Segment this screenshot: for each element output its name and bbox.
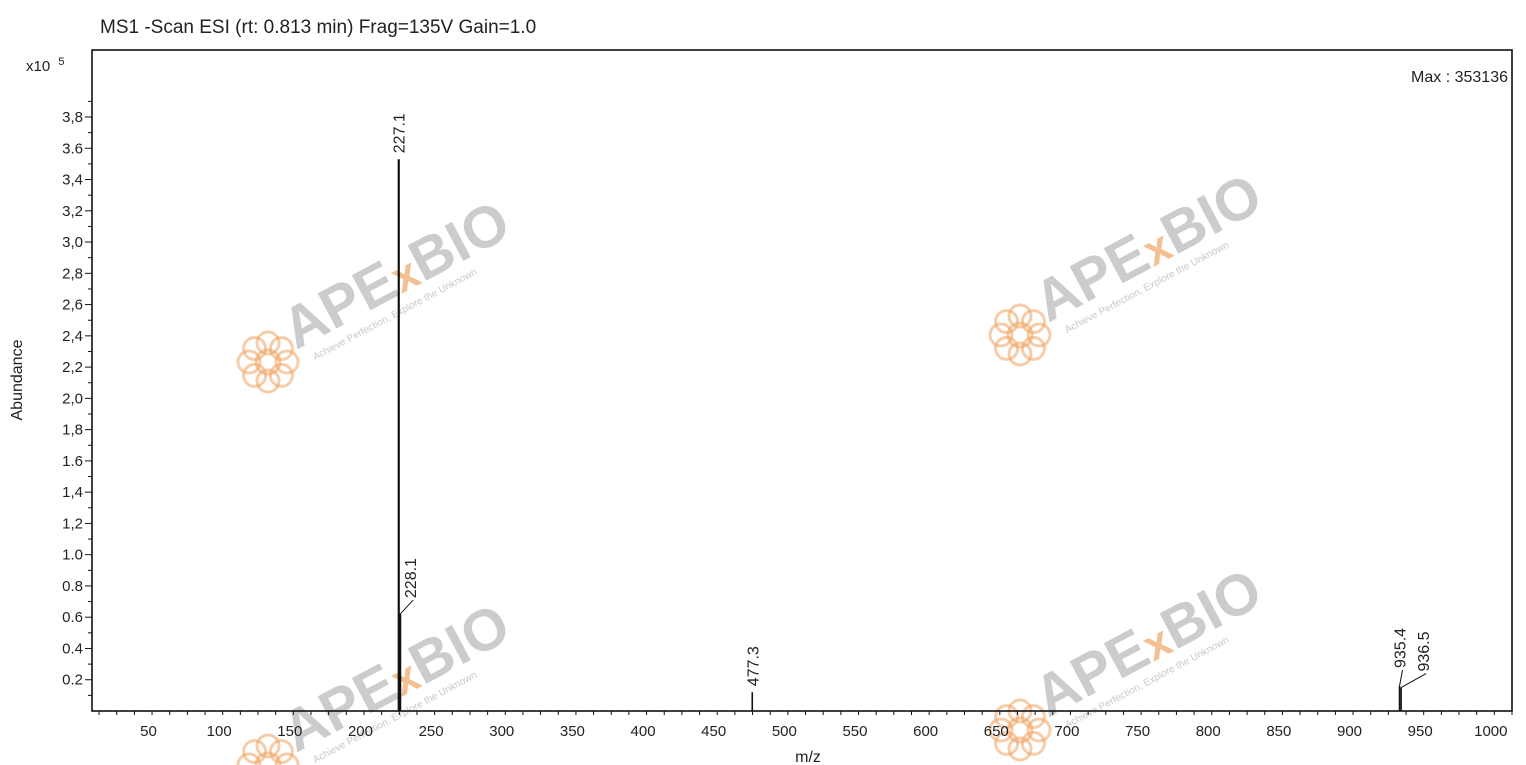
y-tick-label: 2,8 <box>62 265 83 282</box>
x-axis-title: m/z <box>795 749 821 765</box>
peak-label: 936.5 <box>1416 631 1433 671</box>
x-tick-label: 200 <box>348 723 373 740</box>
watermark-wordmark: APExBIO <box>1024 161 1272 334</box>
y-axis: 0.2 0.4 0.6 0.8 1.0 1,2 1,4 1.6 1,8 2,0 2,2 2,4 2,6 2… <box>62 100 92 696</box>
y-tick-label: 3,4 <box>62 172 83 189</box>
y-tick-label: 2,6 <box>62 297 83 314</box>
peaks-layer: 227.1 228.1 477.3 935.4 936.5 <box>392 113 1433 711</box>
y-tick-label: 3,2 <box>62 203 83 220</box>
x-tick-label: 900 <box>1337 723 1362 740</box>
watermark-wordmark: APExBIO <box>272 188 520 361</box>
x-tick-label: 850 <box>1266 723 1291 740</box>
watermark-wordmark: APExBIO <box>1024 556 1272 729</box>
x-tick-label: 1000 <box>1474 723 1507 740</box>
x-tick-label: 400 <box>631 723 656 740</box>
watermark-wordmark: APExBIO <box>272 591 520 764</box>
y-tick-label: 1,2 <box>62 515 83 532</box>
x-tick-label: 250 <box>419 723 444 740</box>
y-tick-label: 1,8 <box>62 422 83 439</box>
peak-label: 228.1 <box>403 558 420 598</box>
plot-frame <box>91 49 1513 712</box>
max-abundance-label: Max : 353136 <box>1411 69 1508 86</box>
x-tick-label: 800 <box>1196 723 1221 740</box>
x-tick-label: 100 <box>207 723 232 740</box>
y-tick-label: 2,2 <box>62 359 83 376</box>
peak-leader-line <box>399 599 414 615</box>
y-tick-label: 0.6 <box>62 609 83 626</box>
y-tick-label: 1,4 <box>62 484 83 501</box>
y-tick-label: 0.2 <box>62 672 83 689</box>
x-tick-label: 650 <box>984 723 1009 740</box>
chart-title: MS1 -Scan ESI (rt: 0.813 min) Frag=135V … <box>100 17 537 38</box>
peak-leader-line <box>1399 669 1404 687</box>
x-tick-label: 550 <box>842 723 867 740</box>
y-multiplier-base: x10 <box>26 58 50 75</box>
x-tick-label: 950 <box>1408 723 1433 740</box>
y-tick-label: 2,0 <box>62 390 83 407</box>
x-tick-label: 300 <box>489 723 514 740</box>
y-tick-label: 0.8 <box>62 578 83 595</box>
x-tick-label: 600 <box>913 723 938 740</box>
peak-label: 935.4 <box>1393 628 1410 668</box>
flower-logo-icon <box>236 733 300 765</box>
y-tick-label: 1.0 <box>62 547 83 564</box>
x-tick-label: 50 <box>140 723 157 740</box>
y-tick-label: 3.6 <box>62 140 83 157</box>
flower-logo-icon <box>988 698 1052 762</box>
x-tick-label: 350 <box>560 723 585 740</box>
y-tick-label: 1.6 <box>62 453 83 470</box>
y-multiplier-label: x10 5 <box>26 56 64 75</box>
y-tick-label: 0.4 <box>62 640 83 657</box>
x-tick-label: 700 <box>1054 723 1079 740</box>
peak-label: 227.1 <box>392 113 409 153</box>
y-tick-label: 3,0 <box>62 234 83 251</box>
y-axis-title: Abundance <box>9 339 26 420</box>
y-tick-label: 2,4 <box>62 328 83 345</box>
peak-leader-line <box>1400 673 1427 688</box>
y-multiplier-exponent: 5 <box>58 56 64 68</box>
y-tick-label: 3,8 <box>62 109 83 126</box>
x-tick-label: 450 <box>701 723 726 740</box>
x-axis: 50 100 150 200 250 300 350 400 450 500 550 600 650 70… <box>98 711 1513 740</box>
x-tick-label: 150 <box>277 723 302 740</box>
x-tick-label: 500 <box>772 723 797 740</box>
x-tick-label: 750 <box>1125 723 1150 740</box>
flower-logo-icon <box>988 303 1052 367</box>
flower-logo-icon <box>236 330 300 394</box>
peak-label: 477.3 <box>745 646 762 686</box>
